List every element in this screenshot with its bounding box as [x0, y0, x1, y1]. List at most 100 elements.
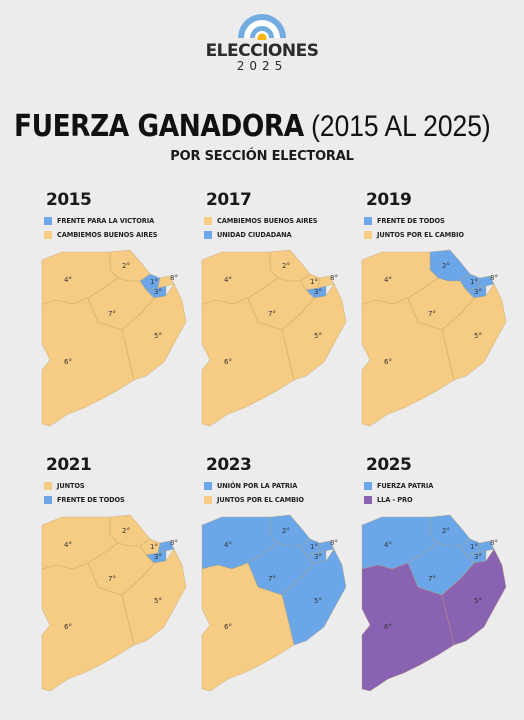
electoral-section-6 [41, 562, 135, 692]
section-label-4: 4° [224, 276, 232, 284]
legend-label: CAMBIEMOS BUENOS AIRES [217, 217, 318, 225]
legend-item: FRENTE PARA LA VICTORIA [44, 214, 157, 228]
section-label-1: 1° [150, 278, 158, 286]
electoral-section-7 [407, 542, 475, 596]
section-label-3: 3° [314, 288, 322, 296]
panel-year: 2015 [46, 190, 92, 210]
legend-swatch [44, 496, 52, 504]
legend-label: JUNTOS [57, 482, 85, 490]
province-map-2015: 1° 2° 3° 4° 5° 6° 7° 8° [38, 248, 198, 437]
legend-label: UNIDAD CIUDADANA [217, 231, 292, 239]
elecciones-logo: ELECCIONES 2025 [0, 8, 524, 72]
panel-2025: 2025 FUERZA PATRIA LLA - PRO 1° 2° 3° 4° 5° 6… [358, 455, 524, 705]
panel-year: 2023 [206, 455, 252, 475]
panel-year: 2025 [366, 455, 412, 475]
section-label-5: 5° [474, 597, 482, 605]
section-label-4: 4° [64, 541, 72, 549]
section-label-4: 4° [224, 541, 232, 549]
electoral-section-8 [317, 540, 335, 554]
panel-year: 2019 [366, 190, 412, 210]
section-label-1: 1° [470, 543, 478, 551]
legend-item: LLA - PRO [364, 493, 433, 507]
legend-item: CAMBIEMOS BUENOS AIRES [204, 214, 318, 228]
legend-swatch [44, 217, 52, 225]
legend-swatch [364, 217, 372, 225]
electoral-section-6 [201, 562, 295, 692]
province-map-svg: 1° 2° 3° 4° 5° 6° 7° 8° [361, 249, 507, 427]
panel-year: 2021 [46, 455, 92, 475]
electoral-section-8 [157, 275, 175, 289]
section-label-8: 8° [490, 539, 498, 547]
province-map-svg: 1° 2° 3° 4° 5° 6° 7° 8° [41, 249, 187, 427]
legend-swatch [204, 231, 212, 239]
section-label-8: 8° [170, 274, 178, 282]
province-map-svg: 1° 2° 3° 4° 5° 6° 7° 8° [361, 514, 507, 692]
section-label-7: 7° [428, 310, 436, 318]
section-label-5: 5° [314, 332, 322, 340]
electoral-section-7 [247, 542, 315, 596]
section-label-1: 1° [310, 278, 318, 286]
legend-swatch [364, 482, 372, 490]
section-label-3: 3° [474, 288, 482, 296]
section-label-6: 6° [224, 623, 232, 631]
section-label-4: 4° [384, 276, 392, 284]
legend-item: JUNTOS [44, 479, 125, 493]
section-label-2: 2° [282, 262, 290, 270]
province-map-2025: 1° 2° 3° 4° 5° 6° 7° 8° [358, 513, 518, 702]
legend-item: CAMBIEMOS BUENOS AIRES [44, 228, 158, 242]
section-label-7: 7° [268, 575, 276, 583]
section-label-7: 7° [108, 310, 116, 318]
electoral-section-7 [407, 277, 475, 331]
legend-label: FRENTE DE TODOS [377, 217, 445, 225]
province-map-svg: 1° 2° 3° 4° 5° 6° 7° 8° [41, 514, 187, 692]
electoral-section-6 [41, 297, 135, 427]
province-map-2023: 1° 2° 3° 4° 5° 6° 7° 8° [198, 513, 358, 702]
section-label-1: 1° [150, 543, 158, 551]
page-title: FUERZA GANADORA (2015 AL 2025) [14, 110, 491, 144]
page-title-range: (2015 AL 2025) [311, 110, 491, 143]
panel-2021: 2021 JUNTOS FRENTE DE TODOS 1° 2° 3° 4° 5° 6°… [38, 455, 208, 705]
legend-swatch [364, 231, 372, 239]
section-label-3: 3° [314, 553, 322, 561]
section-label-8: 8° [330, 539, 338, 547]
province-map-2017: 1° 2° 3° 4° 5° 6° 7° 8° [198, 248, 358, 437]
electoral-section-7 [247, 277, 315, 331]
legend-label: CAMBIEMOS BUENOS AIRES [57, 231, 158, 239]
section-label-6: 6° [384, 358, 392, 366]
legend-label: UNIÓN POR LA PATRIA [217, 482, 298, 490]
electoral-section-8 [157, 540, 175, 554]
electoral-section-6 [361, 297, 455, 427]
legend-label: JUNTOS POR EL CAMBIO [217, 496, 304, 504]
section-label-5: 5° [154, 332, 162, 340]
province-map-svg: 1° 2° 3° 4° 5° 6° 7° 8° [201, 514, 347, 692]
electoral-section-8 [317, 275, 335, 289]
logo-title: ELECCIONES [205, 41, 319, 61]
section-label-3: 3° [474, 553, 482, 561]
section-label-1: 1° [310, 543, 318, 551]
legend-item: FUERZA PATRIA [364, 479, 433, 493]
section-label-2: 2° [442, 527, 450, 535]
panel-2015: 2015 FRENTE PARA LA VICTORIA CAMBIEMOS B… [38, 190, 208, 440]
legend-label: JUNTOS POR EL CAMBIO [377, 231, 464, 239]
panel-2017: 2017 CAMBIEMOS BUENOS AIRES UNIDAD CIUDA… [198, 190, 368, 440]
legend-item: JUNTOS POR EL CAMBIO [364, 228, 464, 242]
section-label-4: 4° [64, 276, 72, 284]
section-label-8: 8° [330, 274, 338, 282]
section-label-5: 5° [474, 332, 482, 340]
section-label-3: 3° [154, 288, 162, 296]
section-label-3: 3° [154, 553, 162, 561]
section-label-8: 8° [170, 539, 178, 547]
legend-label: FRENTE PARA LA VICTORIA [57, 217, 155, 225]
section-label-2: 2° [282, 527, 290, 535]
panel-legend: FRENTE PARA LA VICTORIA CAMBIEMOS BUENOS… [44, 214, 158, 242]
panel-2023: 2023 UNIÓN POR LA PATRIA JUNTOS POR EL C… [198, 455, 368, 705]
section-label-6: 6° [224, 358, 232, 366]
section-label-2: 2° [442, 262, 450, 270]
section-label-7: 7° [268, 310, 276, 318]
section-label-4: 4° [384, 541, 392, 549]
province-map-2019: 1° 2° 3° 4° 5° 6° 7° 8° [358, 248, 518, 437]
section-label-6: 6° [384, 623, 392, 631]
electoral-section-7 [87, 542, 155, 596]
electoral-section-8 [477, 275, 495, 289]
legend-swatch [204, 217, 212, 225]
